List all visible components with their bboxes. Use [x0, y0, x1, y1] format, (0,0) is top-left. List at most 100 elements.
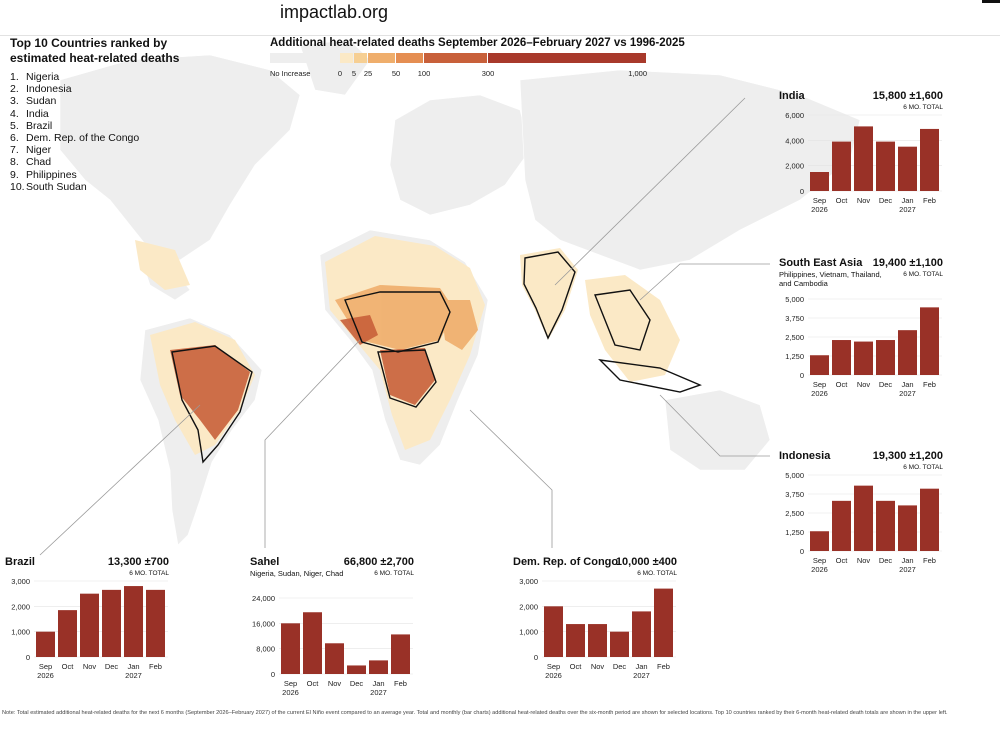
- legend-swatch: [354, 53, 367, 63]
- map-north-america: [59, 54, 301, 261]
- y-tick-label: 8,000: [256, 645, 275, 654]
- x-tick-label: Dec: [879, 556, 893, 565]
- bar-oct: [566, 624, 585, 657]
- x-tick-label: Oct: [62, 662, 75, 671]
- legend-swatch: [340, 53, 353, 63]
- y-tick-label: 0: [800, 371, 804, 380]
- chart-subtitle: Nigeria, Sudan, Niger, Chad: [250, 569, 344, 578]
- chart-panel-brazil: Brazil 13,300 ±700 6 MO. TOTAL 0 1,000 2,000 3…: [5, 556, 185, 706]
- x-tick-label: Feb: [657, 662, 670, 671]
- map-heat-brazil: [170, 345, 250, 440]
- top10-list: 1. Nigeria 2. Indonesia 3. Sudan 4. India 5.…: [10, 71, 139, 193]
- y-tick-label: 1,000: [11, 628, 30, 637]
- bar-feb: [920, 128, 939, 191]
- x-tick-label: Nov: [857, 196, 871, 205]
- bar-dec: [610, 631, 629, 657]
- bar-sep: [810, 355, 829, 375]
- x-tick-label: Dec: [879, 196, 893, 205]
- bar-nov: [854, 485, 873, 551]
- bar-dec: [876, 500, 895, 551]
- x-tick-label: Dec: [350, 679, 364, 688]
- chart-title: Dem. Rep. of Congo: [513, 556, 619, 568]
- chart-title: Sahel: [250, 556, 280, 568]
- x-tick-year-label: 2027: [899, 389, 916, 398]
- bar-oct: [303, 612, 322, 674]
- bar-jan: [369, 660, 388, 674]
- bar-oct: [832, 500, 851, 551]
- leader-line-india: [554, 97, 746, 286]
- x-tick-label: Dec: [105, 662, 119, 671]
- bar-jan: [898, 330, 917, 375]
- y-tick-label: 24,000: [252, 594, 275, 603]
- legend-tick-label: 300: [482, 69, 495, 78]
- bar-feb: [146, 589, 165, 657]
- x-tick-label: Jan: [127, 662, 139, 671]
- legend-tick-label: 100: [418, 69, 431, 78]
- bar-oct: [832, 141, 851, 191]
- y-tick-label: 1,000: [519, 628, 538, 637]
- x-tick-label: Nov: [328, 679, 342, 688]
- color-legend: No Increase 0 5 25 50 100 300 1,000: [270, 53, 647, 78]
- chart-panel-indonesia: Indonesia 19,300 ±1,200 6 MO. TOTAL 0 1,250 2…: [779, 450, 959, 600]
- chart-total: 13,300 ±700: [107, 556, 169, 568]
- map-asia: [519, 69, 861, 271]
- list-item: 9. Philippines: [10, 168, 77, 181]
- bar-nov: [325, 643, 344, 674]
- chart-panel-india: India 15,800 ±1,600 6 MO. TOTAL 0 2,000 4,000…: [779, 90, 959, 240]
- map-outline-indonesia: [598, 359, 702, 393]
- list-item: 1. Nigeria: [10, 71, 60, 83]
- bar-nov: [854, 341, 873, 375]
- y-tick-label: 3,750: [785, 490, 804, 499]
- x-tick-label: Jan: [901, 380, 913, 389]
- x-tick-label: Jan: [635, 662, 647, 671]
- y-tick-label: 3,750: [785, 314, 804, 323]
- x-tick-year-label: 2026: [37, 671, 54, 680]
- bar-feb: [391, 634, 410, 674]
- map-outline-seasia: [594, 289, 651, 351]
- y-tick-label: 4,000: [785, 136, 804, 145]
- x-tick-year-label: 2027: [125, 671, 142, 680]
- map-heat-india: [520, 248, 578, 340]
- footnote: Note: Total estimated additional heat-re…: [2, 710, 948, 716]
- chart-total: 66,800 ±2,700: [343, 556, 414, 568]
- bar-sep: [810, 172, 829, 191]
- x-tick-label: Sep: [813, 380, 826, 389]
- x-tick-year-label: 2026: [811, 565, 828, 574]
- y-tick-label: 0: [534, 653, 538, 662]
- x-tick-label: Sep: [813, 196, 826, 205]
- x-tick-label: Oct: [307, 679, 320, 688]
- bar-feb: [654, 588, 673, 657]
- list-item: 5. Brazil: [10, 119, 53, 132]
- y-tick-label: 2,000: [519, 602, 538, 611]
- y-tick-label: 6,000: [785, 111, 804, 120]
- bar-dec: [876, 340, 895, 375]
- list-item: 2. Indonesia: [10, 83, 72, 96]
- legend-label-no-increase: No Increase: [270, 69, 310, 78]
- x-tick-label: Nov: [591, 662, 605, 671]
- x-tick-year-label: 2026: [282, 688, 299, 697]
- x-tick-label: Feb: [923, 556, 936, 565]
- leader-line-indonesia: [659, 394, 770, 457]
- site-name[interactable]: impactlab.org: [280, 2, 389, 22]
- header-divider: [0, 35, 1000, 36]
- y-tick-label: 5,000: [785, 471, 804, 480]
- y-tick-label: 2,500: [785, 333, 804, 342]
- chart-total-note: 6 MO. TOTAL: [129, 570, 169, 577]
- x-tick-label: Oct: [570, 662, 583, 671]
- y-tick-label: 0: [271, 670, 275, 679]
- bar-sep: [810, 531, 829, 551]
- chart-panel-drc: Dem. Rep. of Congo 10,000 ±400 6 MO. TOTAL…: [513, 556, 693, 706]
- y-tick-label: 2,500: [785, 509, 804, 518]
- legend-swatch: [424, 53, 487, 63]
- y-tick-label: 3,000: [11, 577, 30, 586]
- y-tick-label: 5,000: [785, 295, 804, 304]
- x-tick-label: Sep: [39, 662, 52, 671]
- legend-swatch: [488, 53, 646, 63]
- bar-jan: [898, 505, 917, 551]
- map-outline-brazil: [171, 345, 253, 464]
- map-heat-nigeria: [340, 315, 378, 345]
- x-tick-label: Oct: [836, 196, 849, 205]
- x-tick-label: Feb: [394, 679, 407, 688]
